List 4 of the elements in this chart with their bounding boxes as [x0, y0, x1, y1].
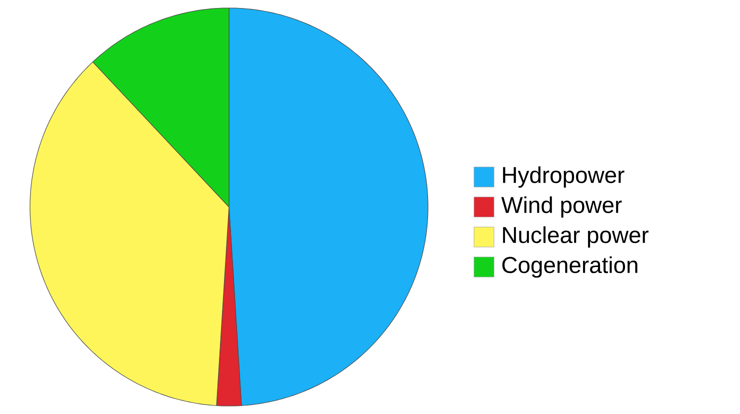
- legend-label: Hydropower: [503, 166, 624, 188]
- legend-label: Wind power: [501, 196, 622, 218]
- legend-label: Nuclear power: [503, 226, 649, 248]
- legend-label: Cogeneration: [502, 256, 638, 278]
